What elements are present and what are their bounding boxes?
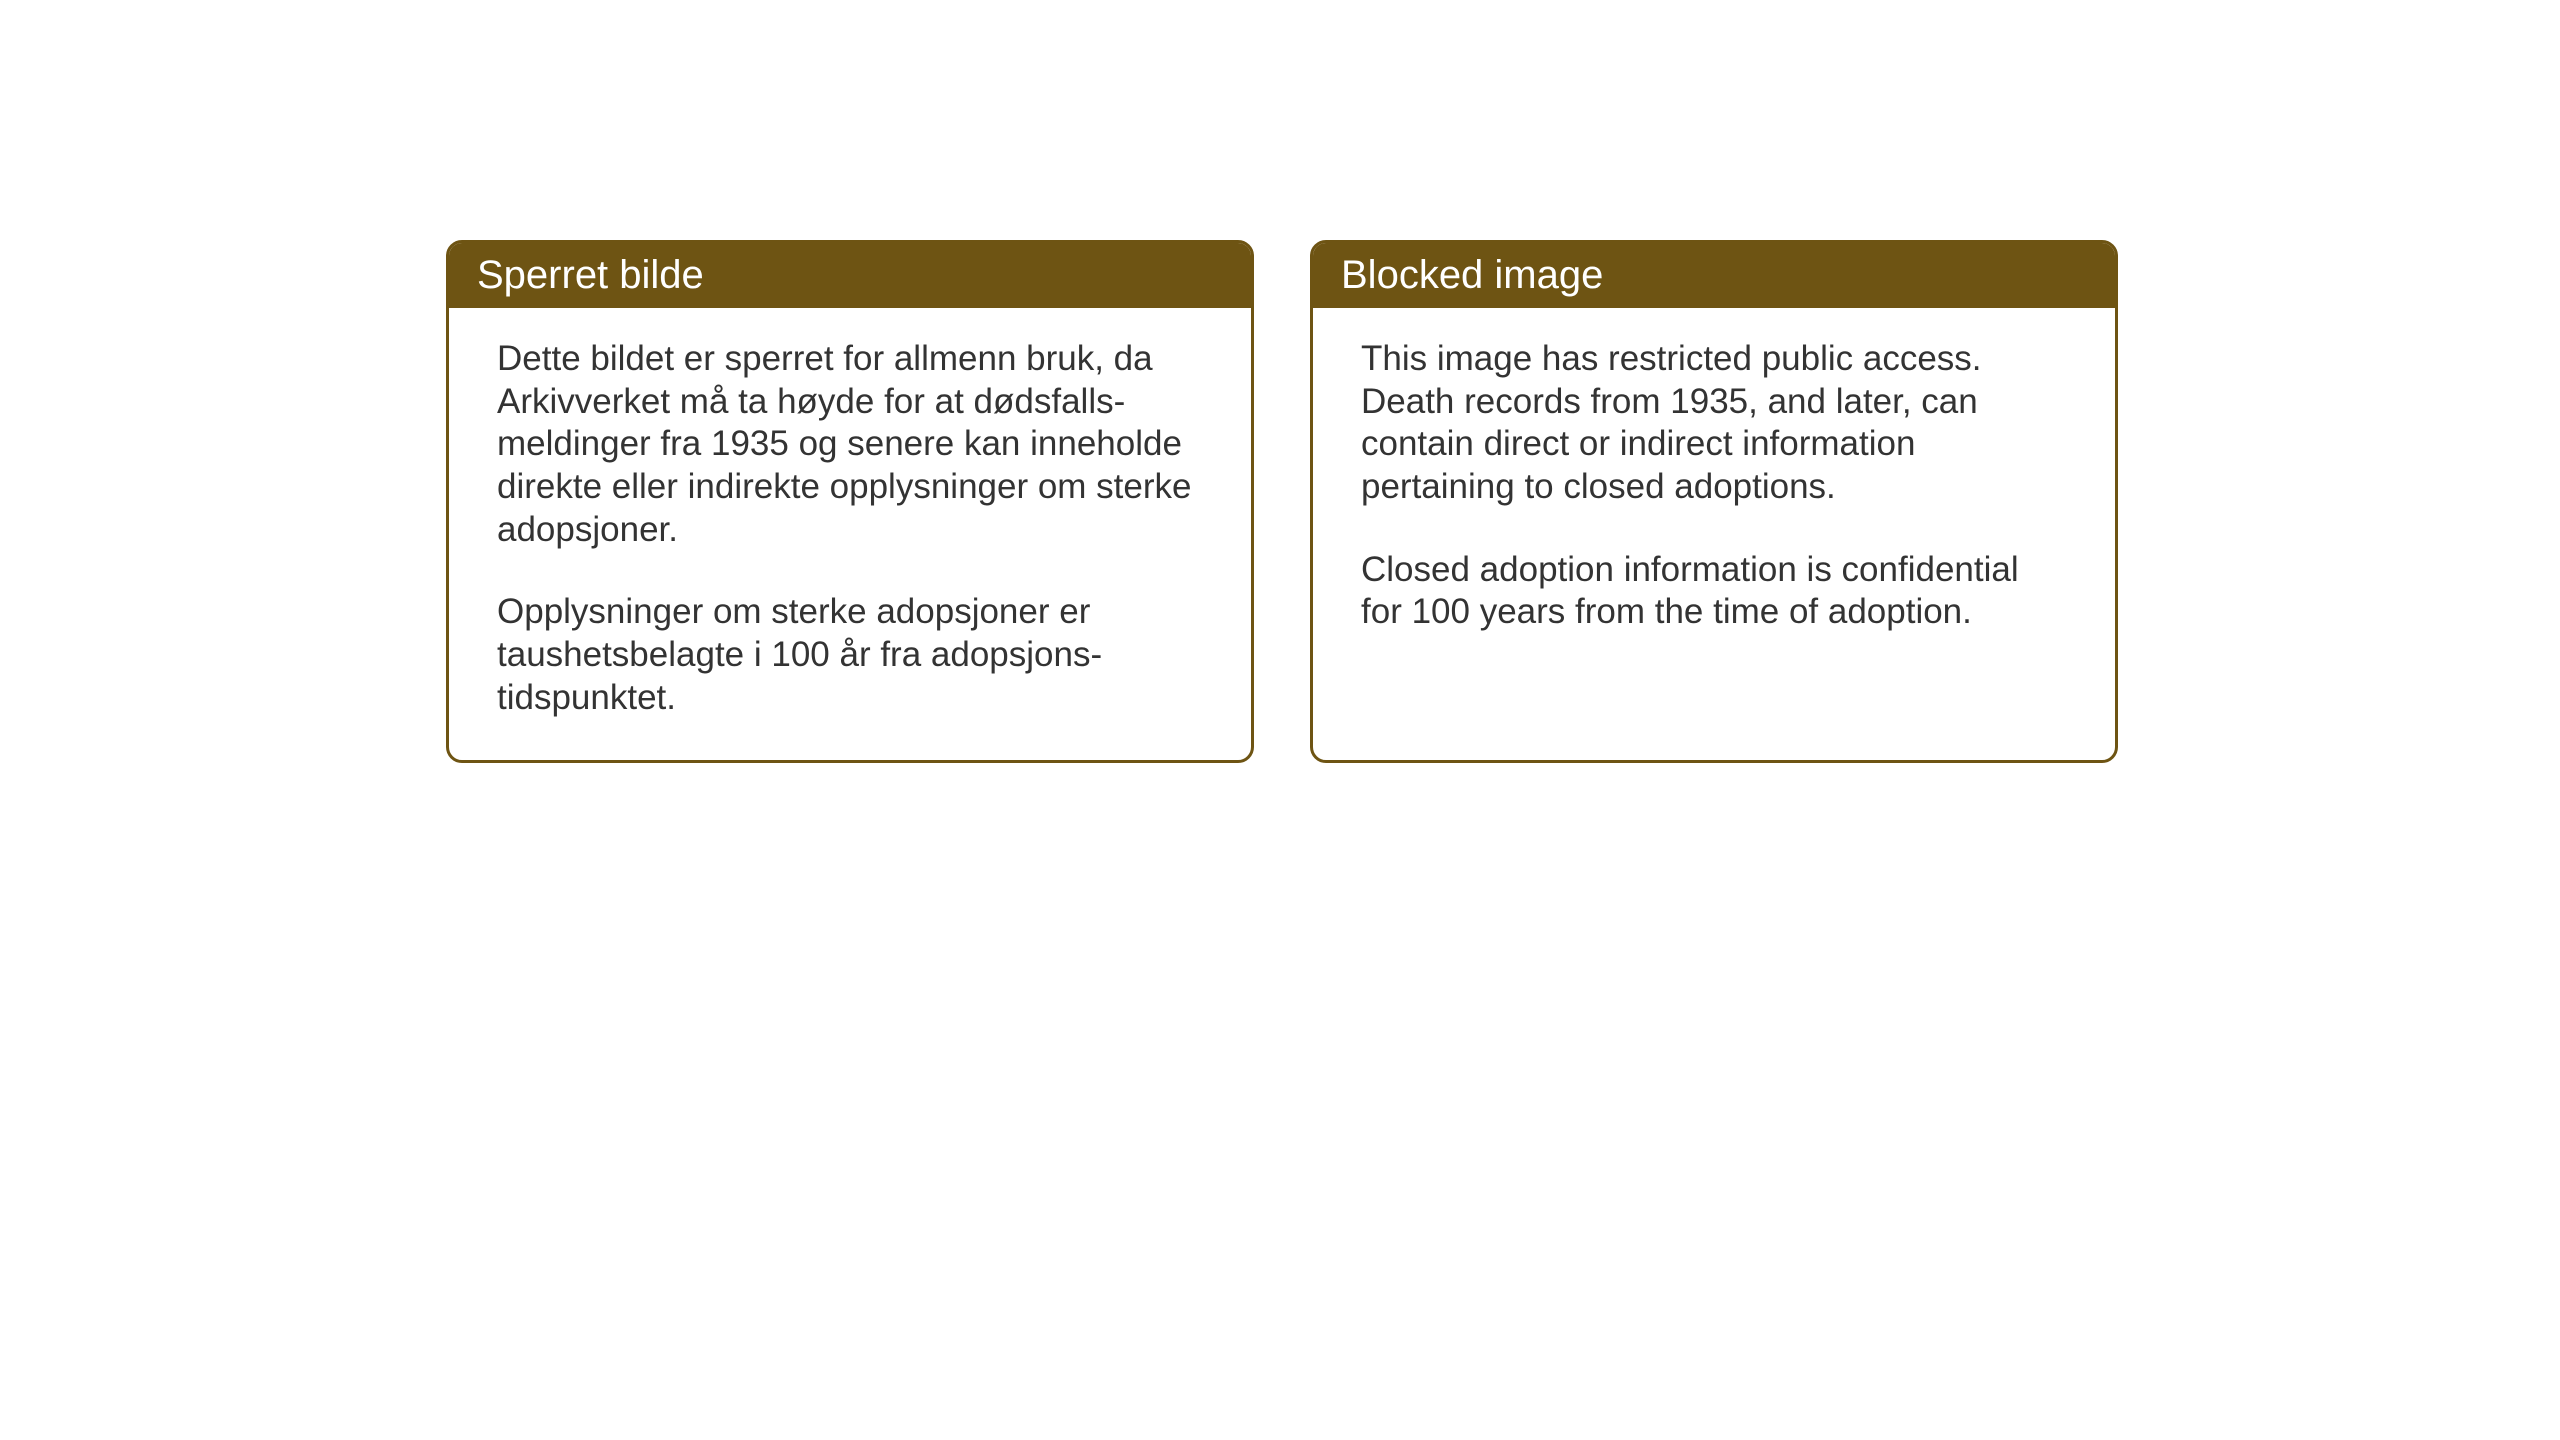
- notice-paragraph-2-norwegian: Opplysninger om sterke adopsjoner er tau…: [497, 591, 1203, 719]
- notice-paragraph-2-english: Closed adoption information is confident…: [1361, 549, 2067, 634]
- notice-title-norwegian: Sperret bilde: [477, 253, 704, 297]
- notice-container: Sperret bilde Dette bildet er sperret fo…: [446, 240, 2118, 763]
- notice-paragraph-1-norwegian: Dette bildet er sperret for allmenn bruk…: [497, 338, 1203, 551]
- notice-paragraph-1-english: This image has restricted public access.…: [1361, 338, 2067, 509]
- notice-card-english: Blocked image This image has restricted …: [1310, 240, 2118, 763]
- notice-header-norwegian: Sperret bilde: [449, 243, 1251, 308]
- notice-title-english: Blocked image: [1341, 253, 1603, 297]
- notice-body-english: This image has restricted public access.…: [1313, 308, 2115, 738]
- notice-body-norwegian: Dette bildet er sperret for allmenn bruk…: [449, 308, 1251, 760]
- notice-card-norwegian: Sperret bilde Dette bildet er sperret fo…: [446, 240, 1254, 763]
- notice-header-english: Blocked image: [1313, 243, 2115, 308]
